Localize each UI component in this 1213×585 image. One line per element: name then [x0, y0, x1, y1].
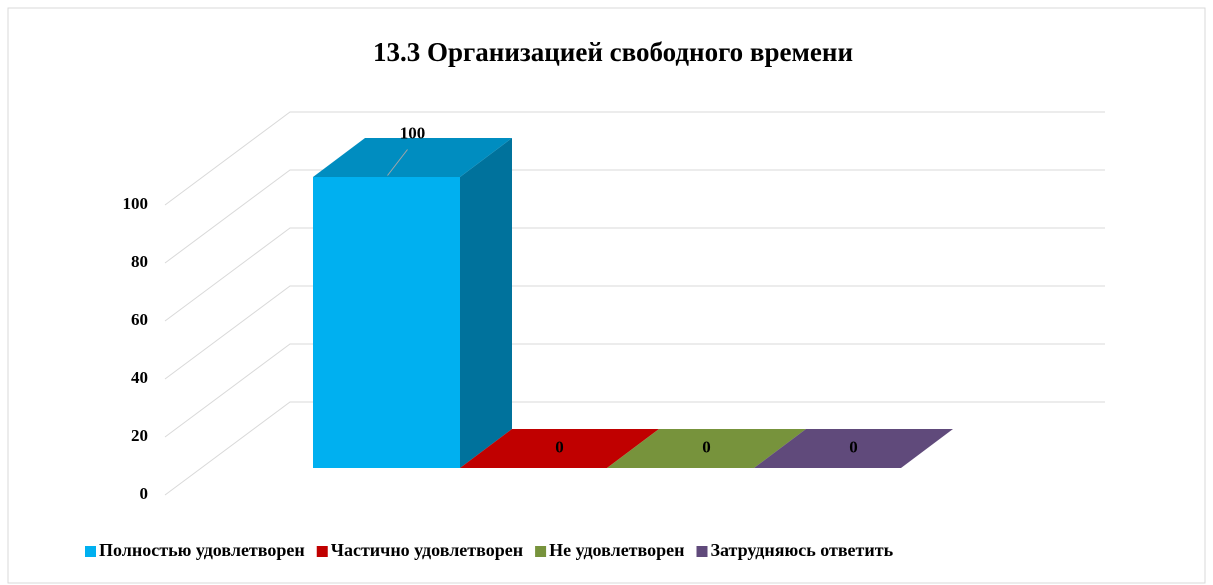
bar — [460, 429, 659, 468]
y-tick-label: 100 — [123, 194, 149, 213]
legend: Полностью удовлетворен Частично удовлетво… — [85, 540, 894, 560]
legend-swatch — [85, 546, 96, 557]
y-tick-label: 0 — [140, 484, 149, 503]
bar-top — [460, 429, 659, 468]
chart-title: 13.3 Организацией свободного времени — [373, 37, 853, 67]
bar-side — [460, 138, 512, 468]
y-tick-label: 80 — [131, 252, 148, 271]
chart-frame — [7, 7, 1206, 584]
grid-line — [164, 285, 1105, 380]
legend-label: Не удовлетворен — [549, 540, 684, 560]
y-tick-label: 60 — [131, 310, 148, 329]
grid-line — [164, 401, 1105, 496]
bar — [607, 429, 806, 468]
legend-label: Полностью удовлетворен — [99, 540, 305, 560]
grid-line — [164, 169, 1105, 264]
y-tick-label: 40 — [131, 368, 148, 387]
y-tick-label: 20 — [131, 426, 148, 445]
value-label: 0 — [555, 437, 564, 456]
bar-top — [607, 429, 806, 468]
legend-label: Затрудняюсь ответить — [711, 540, 894, 560]
grid-line — [164, 111, 1105, 206]
value-label: 0 — [702, 437, 711, 456]
grid-line — [164, 343, 1105, 438]
legend-swatch — [535, 546, 547, 557]
bar-front — [313, 177, 460, 468]
bar — [754, 429, 953, 468]
value-label: 100 — [400, 123, 426, 142]
bar-top — [313, 138, 512, 177]
legend-swatch — [696, 546, 708, 557]
value-label: 0 — [849, 437, 858, 456]
bar — [313, 138, 512, 468]
legend-label: Частично удовлетворен — [331, 540, 523, 560]
legend-swatch — [316, 546, 328, 557]
label-leader — [387, 149, 408, 176]
bar-top — [754, 429, 953, 468]
grid-line — [164, 227, 1105, 322]
